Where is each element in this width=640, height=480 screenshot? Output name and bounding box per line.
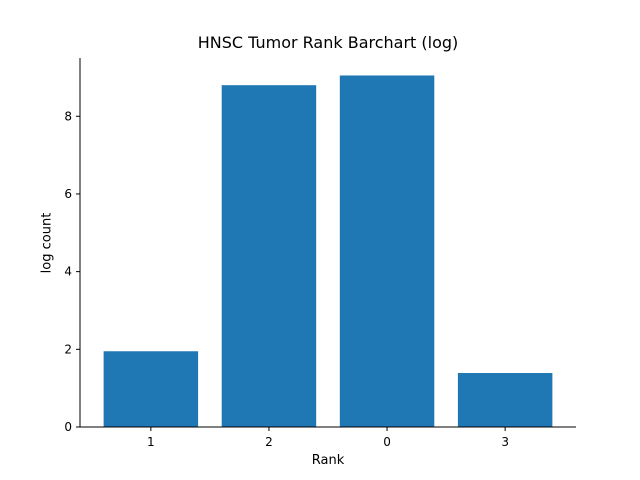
y-tick-label-8: 8 bbox=[64, 109, 72, 123]
bar-3 bbox=[457, 373, 553, 427]
x-tick-label-0: 0 bbox=[383, 435, 391, 449]
x-tick-label-1: 1 bbox=[147, 435, 155, 449]
x-axis-label: Rank bbox=[311, 453, 345, 468]
y-tick-label-6: 6 bbox=[64, 187, 72, 201]
x-tick-label-2: 2 bbox=[265, 435, 273, 449]
x-tick-label-3: 3 bbox=[501, 435, 509, 449]
y-tick-label-2: 2 bbox=[64, 342, 72, 356]
y-tick-label-0: 0 bbox=[64, 420, 72, 434]
bar-1 bbox=[103, 351, 199, 427]
y-tick-label-4: 4 bbox=[64, 265, 72, 279]
y-axis-label: log count bbox=[39, 212, 55, 274]
chart-title: HNSC Tumor Rank Barchart (log) bbox=[197, 33, 459, 52]
bar-2 bbox=[221, 85, 317, 427]
bar-0 bbox=[339, 75, 435, 428]
